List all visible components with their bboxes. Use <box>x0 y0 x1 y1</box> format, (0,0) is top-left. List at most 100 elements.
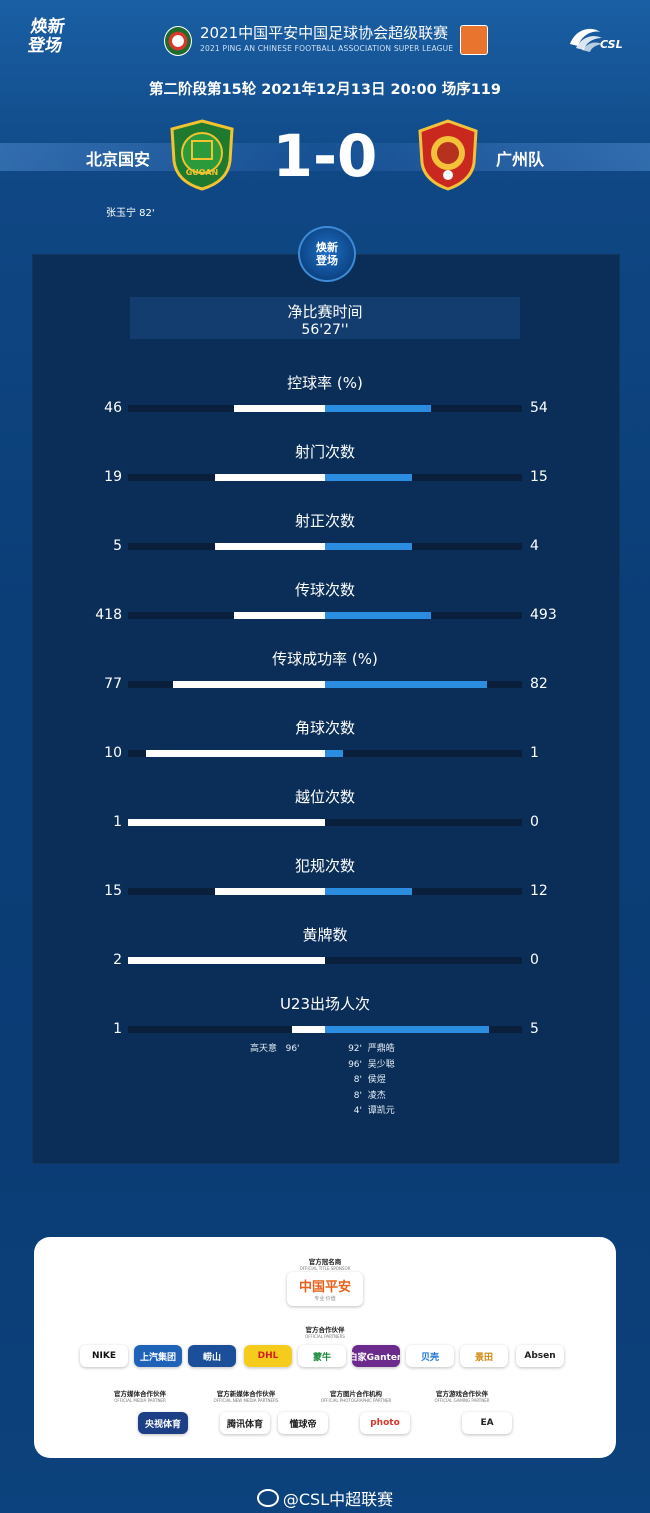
weibo-footer: @CSL中超联赛 <box>0 1486 650 1510</box>
stat-away-bar <box>325 405 431 412</box>
stat-away-bar <box>325 474 412 481</box>
stat-row: 控球率 (%) 46 54 <box>0 372 650 432</box>
stat-home-bar <box>234 405 325 412</box>
stat-label: 越位次数 <box>294 788 355 806</box>
u23-away-player: 96' 吴少聪 <box>340 1057 395 1070</box>
stat-home-value: 1 <box>113 1021 122 1037</box>
stat-home-value: 46 <box>104 400 122 416</box>
stat-home-value: 15 <box>104 883 122 899</box>
stat-row: 射正次数 5 4 <box>0 510 650 570</box>
weibo-icon <box>256 1489 279 1507</box>
u23-away-minute: 8' <box>353 1090 362 1101</box>
partner-group-logo: 腾讯体育 <box>220 1412 270 1434</box>
u23-away-name: 严鼎皓 <box>367 1044 395 1054</box>
partner-logo: 蒙牛 <box>298 1345 346 1367</box>
panel-emblem-line2: 登场 <box>316 254 338 267</box>
partner-group-caption: 官方新媒体合作伙伴 OFFICIAL NEW MEDIA PARTNERS <box>206 1388 286 1403</box>
home-team-name: 北京国安 <box>86 150 151 169</box>
u23-away-name: 谭凯元 <box>367 1106 395 1116</box>
title-sponsor-cap-en: OFFICIAL TITLE SPONSOR <box>299 1266 351 1271</box>
panel-emblem-line1: 焕新 <box>316 241 338 254</box>
cfa-badge-icon <box>164 26 192 56</box>
partner-group-logo: 懂球帝 <box>278 1412 328 1434</box>
stat-home-bar <box>173 681 325 688</box>
u23-away-player: 8' 凌杰 <box>340 1088 386 1101</box>
title-sponsor-cap-text: 官方冠名商 <box>308 1258 342 1266</box>
stat-track <box>128 819 522 826</box>
stat-away-bar <box>325 888 412 895</box>
home-crest-text: GUOAN <box>186 168 219 177</box>
partner-group-logo: 央视体育 <box>138 1412 188 1434</box>
ping-an-logo: 中国平安 专业·价值 <box>287 1272 363 1306</box>
league-subtitle: 2021 PING AN CHINESE FOOTBALL ASSOCIATIO… <box>200 44 454 53</box>
stat-row: U23出场人次 1 5 <box>0 993 650 1053</box>
net-playing-time: 净比赛时间 56'27'' <box>130 297 520 339</box>
u23-away-player: 4' 谭凯元 <box>340 1103 395 1116</box>
partner-logo: 景田 <box>460 1345 508 1367</box>
stat-home-bar <box>128 957 325 964</box>
stat-home-bar <box>215 543 325 550</box>
stat-away-bar <box>325 612 431 619</box>
partner-group-cap-en: OFFICIAL PHOTOGRAPHIC PARTNER <box>320 1398 392 1403</box>
partner-group-logo: EA <box>462 1412 512 1434</box>
u23-away-minute: 4' <box>353 1106 362 1116</box>
match-score: 1-0 <box>272 122 378 190</box>
match-info: 第二阶段第15轮 2021年12月13日 20:00 场序119 <box>149 82 501 98</box>
stat-home-bar <box>215 474 325 481</box>
stat-home-bar <box>128 819 325 826</box>
u23-away-player: 92' 严鼎皓 <box>340 1041 395 1054</box>
partner-group-cap-text: 官方游戏合作伙伴 <box>436 1390 488 1398</box>
home-scorer: 张玉宁 82' <box>106 208 155 219</box>
partner-logo: DHL <box>244 1345 292 1367</box>
u23-home-minute: 96' <box>285 1044 300 1054</box>
partner-group-logo: photo <box>360 1412 410 1434</box>
partner-group-cap-en: OFFICIAL NEW MEDIA PARTNERS <box>213 1398 279 1403</box>
stat-label: 犯规次数 <box>294 857 355 875</box>
partners-caption: 官方合作伙伴 OFFICIAL PARTNERS <box>285 1324 365 1339</box>
stat-track <box>128 957 522 964</box>
u23-away-name: 凌杰 <box>367 1090 386 1101</box>
partner-logo: 白家Ganten <box>352 1345 400 1367</box>
stat-away-bar <box>325 543 412 550</box>
brand-logo-line2: 登场 <box>26 36 64 56</box>
panel-emblem: 焕新 登场 <box>298 226 356 282</box>
partners-cap-text: 官方合作伙伴 <box>305 1326 345 1334</box>
stat-home-bar <box>215 888 325 895</box>
ping-an-badge-icon <box>460 25 488 55</box>
u23-away-minute: 8' <box>353 1075 362 1085</box>
u23-away-minute: 96' <box>348 1059 362 1070</box>
ping-an-logo-text: 中国平安 <box>298 1280 351 1295</box>
footer-handle: @CSL中超联赛 <box>282 1490 394 1509</box>
stat-row: 传球次数 418 493 <box>0 579 650 639</box>
stat-away-bar <box>325 681 487 688</box>
stat-label: 射正次数 <box>294 512 355 530</box>
stat-away-value: 12 <box>530 883 548 899</box>
stat-away-value: 4 <box>530 538 539 554</box>
partner-logo: Absen <box>516 1345 564 1367</box>
sponsor-card: 官方冠名商 OFFICIAL TITLE SPONSOR 中国平安 专业·价值 … <box>34 1237 616 1458</box>
net-time-label: 净比赛时间 <box>287 303 363 321</box>
net-time-value: 56'27'' <box>301 322 349 338</box>
partner-logo: NIKE <box>80 1345 128 1367</box>
partner-logo: 贝壳 <box>406 1345 454 1367</box>
stat-label: U23出场人次 <box>279 995 371 1013</box>
u23-home-player: 高天意 96' <box>250 1041 300 1054</box>
stat-home-bar <box>234 612 325 619</box>
csl-logo-text: CSL <box>600 38 623 51</box>
stat-label: 射门次数 <box>294 443 355 461</box>
partner-group-cap-en: OFFICIAL MEDIA PARTNER <box>114 1398 166 1403</box>
partner-group-cap-en: OFFICIAL GAMING PARTNER <box>434 1398 490 1403</box>
stat-label: 控球率 (%) <box>287 374 363 392</box>
stat-away-value: 493 <box>530 607 557 623</box>
stat-row: 越位次数 1 0 <box>0 786 650 846</box>
ping-an-slogan: 专业·价值 <box>314 1296 336 1302</box>
partner-group-caption: 官方游戏合作伙伴 OFFICIAL GAMING PARTNER <box>422 1388 502 1403</box>
stat-label: 黄牌数 <box>302 926 348 944</box>
stat-home-bar <box>146 750 325 757</box>
away-team-name: 广州队 <box>496 150 545 169</box>
score-band <box>0 143 650 171</box>
partner-group-cap-text: 官方媒体合作伙伴 <box>114 1390 166 1398</box>
stat-away-value: 54 <box>530 400 548 416</box>
stat-home-value: 77 <box>104 676 122 692</box>
league-title: 2021中国平安中国足球协会超级联赛 <box>200 24 449 42</box>
